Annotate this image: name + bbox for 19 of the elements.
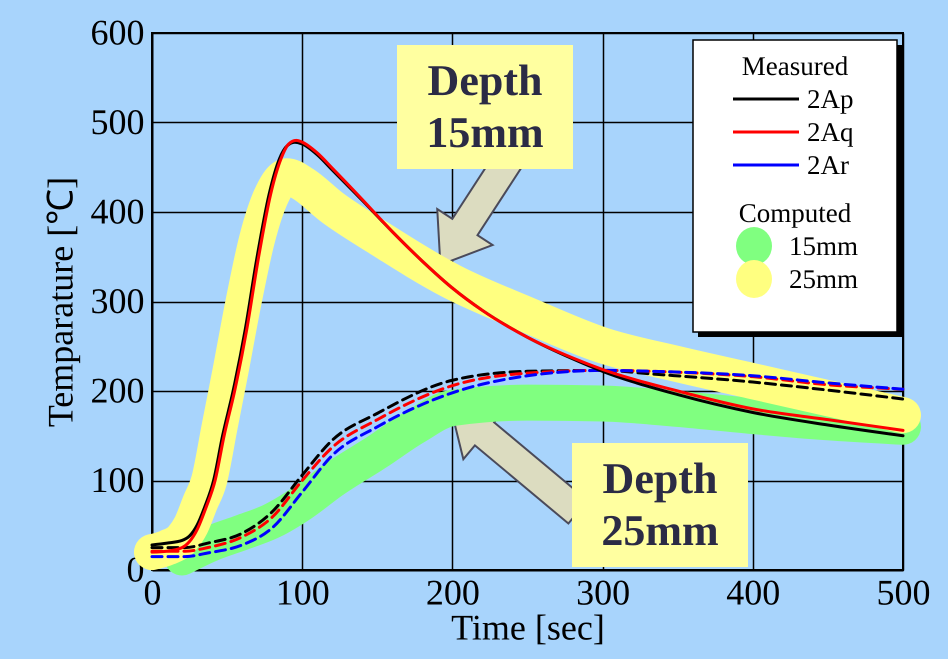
legend-title: Measured — [742, 51, 849, 81]
x-tick-label: 400 — [726, 572, 780, 612]
x-tick-label: 500 — [876, 572, 930, 612]
annotation: Depth 25mm — [601, 454, 719, 555]
y-tick-label: 600 — [90, 12, 144, 52]
legend-label: 2Ar — [807, 150, 849, 180]
legend-label: 2Aq — [807, 117, 854, 147]
legend-label: 2Ap — [807, 84, 854, 114]
y-tick-label: 300 — [90, 281, 144, 321]
x-tick-label: 100 — [276, 572, 330, 612]
y-tick-label: 100 — [90, 460, 144, 500]
legend-label: 15mm — [789, 231, 858, 261]
y-tick-label: 400 — [90, 192, 144, 232]
annotation: Computed — [738, 198, 852, 228]
y-tick-label: 500 — [90, 102, 144, 142]
y-axis-title: Temparature [℃] — [40, 176, 80, 428]
legend-label: 25mm — [789, 264, 858, 294]
annotation: Depth 15mm — [426, 56, 544, 157]
y-tick-label: 200 — [90, 370, 144, 410]
